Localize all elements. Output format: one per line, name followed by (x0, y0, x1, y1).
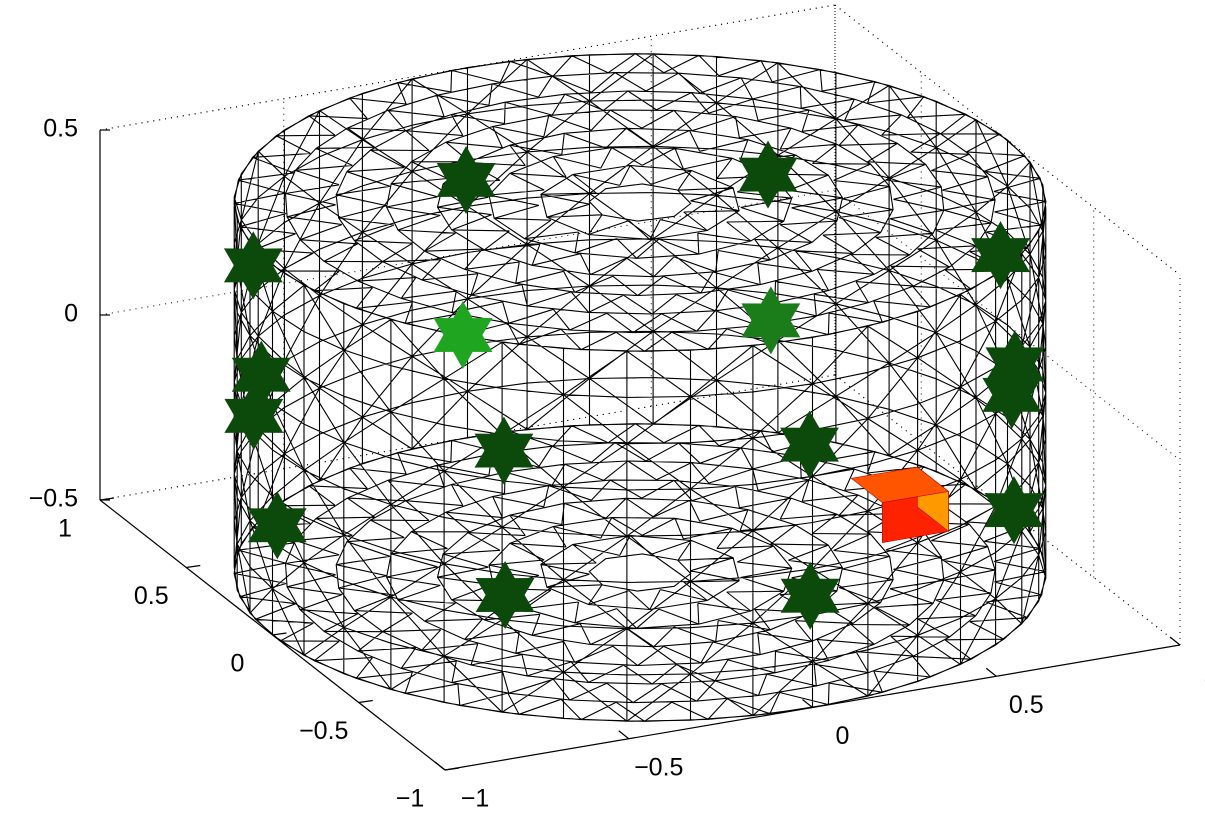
star-marker (476, 561, 535, 629)
y-tick-label: −1 (396, 785, 425, 813)
page: −1−0.500.51−1−0.500.51−0.500.5 (() => { … (0, 0, 1205, 819)
z-tick-label: 0 (64, 300, 78, 328)
x-tick-label: 0 (836, 722, 850, 750)
chart: −1−0.500.51−1−0.500.51−0.500.5 (0, 0, 1205, 819)
tick-mark (186, 566, 200, 568)
y-tick-label: 0 (231, 650, 245, 678)
x-tick-label: 0.5 (1009, 691, 1044, 719)
y-tick-label: −0.5 (299, 717, 348, 745)
tick-mark (619, 731, 629, 739)
y-tick-label: 1 (58, 515, 72, 543)
tick-mark (359, 701, 373, 703)
y-tick-label: 0.5 (134, 582, 169, 610)
tick-mark (986, 668, 996, 676)
x-tick-label: −1 (461, 785, 490, 813)
star-marker (780, 411, 839, 479)
z-tick-label: −0.5 (29, 485, 78, 513)
tick-mark (273, 633, 287, 635)
cylinder-mesh (234, 54, 1046, 722)
star-marker (434, 301, 493, 369)
tick-mark (1170, 637, 1180, 645)
tick-mark (435, 762, 445, 770)
x-tick-label: −0.5 (634, 753, 683, 781)
z-tick-label: 0.5 (43, 115, 78, 143)
